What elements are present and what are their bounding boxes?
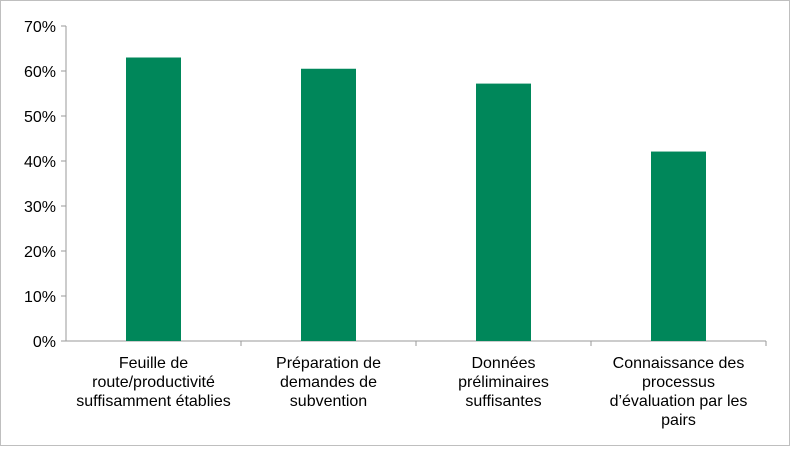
x-category-label: Préparation de demandes de subvention — [276, 355, 381, 410]
y-tick-label: 30% — [24, 199, 56, 216]
x-category-label-line: Préparation de — [276, 355, 381, 372]
x-category-label-line: Connaissance des — [613, 355, 745, 372]
y-tick-label: 40% — [24, 154, 56, 171]
x-category-label-line: pairs — [661, 412, 696, 429]
y-tick-label: 50% — [24, 109, 56, 126]
x-category-label-line: Feuille de — [119, 355, 188, 372]
x-category-label-line: préliminaires — [458, 374, 549, 391]
y-tick-label: 0% — [33, 334, 56, 351]
x-category-label-line: route/productivité — [92, 374, 215, 391]
x-category-label-line: Données — [471, 355, 535, 372]
x-category-label: Données préliminaires suffisantes — [458, 355, 549, 410]
y-tick-label: 60% — [24, 64, 56, 81]
x-category-label-line: demandes de — [280, 374, 377, 391]
x-category-label-line: suffisamment établies — [76, 393, 230, 410]
bar — [651, 151, 706, 341]
x-category-label-line: subvention — [290, 393, 367, 410]
y-tick-label: 70% — [24, 19, 56, 36]
x-category-label-line: suffisantes — [465, 393, 541, 410]
x-category-label-line: d’évaluation par les — [610, 393, 748, 410]
x-category-label: Feuille de route/productivité suffisamment… — [76, 355, 230, 410]
y-tick-label: 20% — [24, 244, 56, 261]
x-category-label-line: processus — [642, 374, 715, 391]
bar — [126, 57, 181, 341]
bar — [476, 83, 531, 341]
bar — [301, 68, 356, 341]
x-category-label: Connaissance des processus d’évaluation pa… — [610, 355, 748, 429]
y-tick-label: 10% — [24, 289, 56, 306]
